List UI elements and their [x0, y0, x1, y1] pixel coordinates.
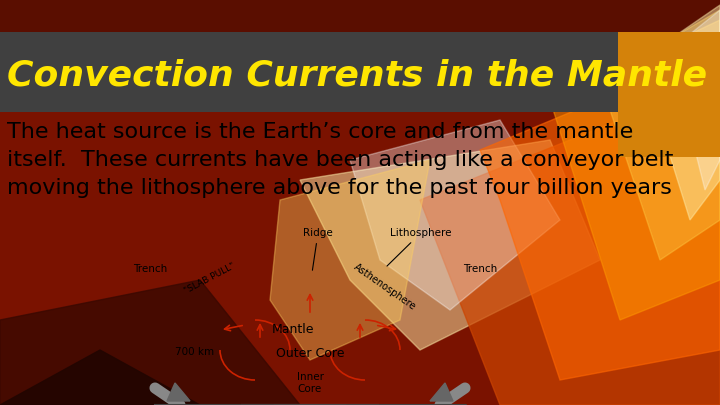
Polygon shape [480, 50, 720, 380]
Text: Asthenosphere: Asthenosphere [352, 262, 418, 312]
Text: Trench: Trench [133, 264, 167, 274]
Text: Inner
Core: Inner Core [297, 372, 323, 394]
Text: 700 km: 700 km [175, 347, 214, 357]
Polygon shape [670, 10, 720, 190]
Polygon shape [350, 120, 560, 310]
Polygon shape [300, 140, 600, 350]
Text: Convection Currents in the Mantle: Convection Currents in the Mantle [7, 59, 707, 93]
Polygon shape [0, 350, 200, 405]
Polygon shape [550, 20, 720, 320]
FancyBboxPatch shape [0, 32, 618, 112]
Bar [0, 0, 720, 32]
Polygon shape [0, 280, 300, 405]
Text: The heat source is the Earth’s core and from the mantle
itself.  These currents : The heat source is the Earth’s core and … [7, 122, 673, 198]
Polygon shape [640, 5, 720, 220]
Text: "SLAB PULL": "SLAB PULL" [183, 262, 237, 296]
Text: Ridge: Ridge [303, 228, 333, 270]
Text: Outer Core: Outer Core [276, 347, 344, 360]
Polygon shape [167, 383, 190, 401]
Polygon shape [420, 80, 720, 405]
Text: Lithosphere: Lithosphere [387, 228, 451, 266]
Polygon shape [430, 383, 453, 401]
Text: Trench: Trench [463, 264, 498, 274]
Polygon shape [600, 10, 720, 260]
Polygon shape [270, 160, 430, 360]
Text: Mantle: Mantle [272, 323, 315, 336]
FancyBboxPatch shape [618, 32, 720, 157]
